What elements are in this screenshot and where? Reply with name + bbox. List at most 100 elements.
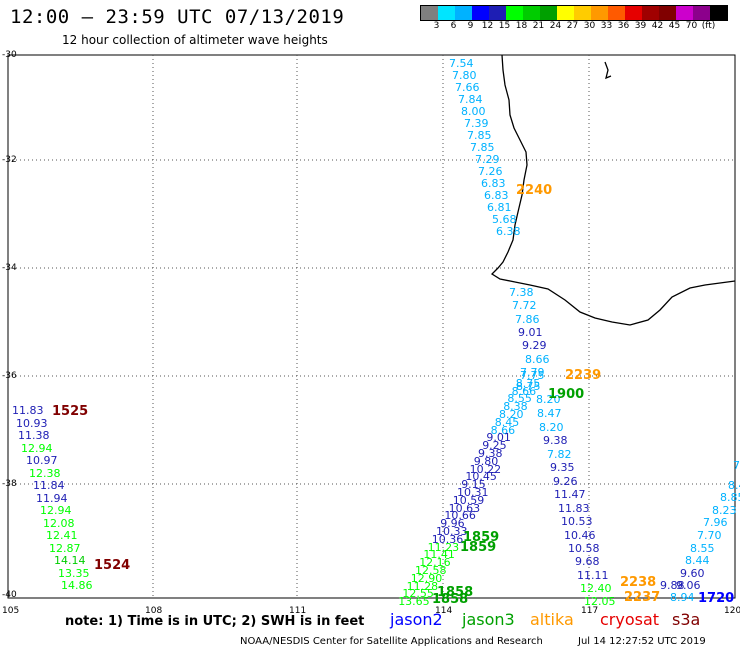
wave-height-value: 9.29 [522,339,547,352]
colorbar-swatch [574,6,591,20]
colorbar-label: 3 [433,21,440,31]
coastline [490,54,736,326]
wave-height-value: 7.38 [509,286,534,299]
colorbar-label: 24 [549,21,562,31]
wave-height-value: 10.45 [465,470,497,484]
wave-height-value: 10.97 [26,454,58,467]
wave-height-value: 10.22 [469,462,502,476]
colorbar-label: 27 [566,21,579,31]
wave-height-value: 12.94 [21,441,53,455]
wave-height-value: 9.38 [478,447,503,460]
colorbar-label: 6 [450,21,457,31]
latitude-label: -38 [2,479,17,489]
longitude-label: 105 [2,606,20,616]
pass-time-label: 2239 [565,368,602,383]
colorbar-label: 21 [532,21,545,31]
wave-height-value: 7.85 [467,129,492,142]
pass-time-label: 1859 [460,540,497,555]
colorbar-swatch [421,6,438,20]
longitude-label: 117 [581,606,599,616]
pass-time-label: 1858 [432,592,469,607]
pass-time-label: 2238 [620,575,657,590]
wave-height-value: 7.29 [475,153,500,166]
colorbar-swatch [506,6,523,20]
wave-height-value: 11.84 [33,479,65,492]
longitude-label: 120 [724,606,740,616]
wave-height-value: 9.96 [440,517,465,531]
colorbar-label: 33 [600,21,613,31]
wave-height-value: 7.26 [478,165,503,178]
wave-height-value: 6.83 [484,189,509,202]
longitude-label: 111 [289,606,307,616]
pass-time-label: 1900 [548,387,585,402]
colorbar-label: 36 [617,21,630,31]
colorbar-swatch [659,6,676,20]
wave-height-value: 12.41 [46,529,78,542]
wave-height-value: 8.4 [728,479,740,492]
wave-height-value: 8.20 [539,421,564,434]
wave-height-value: 12.58 [415,564,447,577]
wave-height-value: 8.23 [712,504,737,517]
wave-height-value: 11.94 [36,491,68,505]
wave-height-value: 8.75 [515,376,541,390]
wave-height-value: 7.75 [520,369,545,382]
wave-height-value: 10.59 [452,493,485,507]
wave-height-value: 8.75 [516,380,541,393]
wave-height-value: 12.94 [40,504,72,517]
map-title: 12:00 – 23:59 UTC 07/13/2019 [10,6,345,28]
wave-height-value: 11.23 [427,540,460,554]
wave-height-value: 8.38 [503,400,528,414]
wave-height-value: 7.39 [464,117,489,130]
wave-height-value: 13.65 [398,595,430,609]
satellite-legend-entry: altika [530,610,574,629]
wave-height-value: 7.79 [520,366,545,379]
colorbar-swatch [540,6,557,20]
colorbar [420,5,728,21]
wave-height-value: 9.06 [676,579,701,592]
pass-time-label: 1859 [463,530,500,545]
wave-height-value: 9.88 [660,579,685,592]
satellite-legend-entry: cryosat [600,610,660,629]
colorbar-swatch [693,6,710,20]
wave-height-value: 8.45 [494,415,520,429]
colorbar-label: 18 [515,21,528,31]
wave-height-value: 9.26 [553,475,578,488]
wave-height-value: 7. [733,459,740,472]
colorbar-swatch [523,6,540,20]
timestamp: Jul 14 12:27:52 UTC 2019 [578,636,706,647]
wave-height-value: 8.20 [536,393,561,406]
wave-height-value: 14.86 [61,579,93,592]
satellite-legend-entry: jason2 [390,610,443,629]
wave-height-value: 14.14 [54,554,86,567]
wave-height-value: 8.66 [511,384,537,398]
colorbar-swatch [438,6,455,20]
wave-height-value: 9.60 [680,567,705,580]
wave-height-value: 10.63 [448,501,481,515]
colorbar-label: (ft) [701,21,716,31]
wave-height-value: 12.87 [49,541,81,555]
wave-height-value: 7.54 [449,57,474,70]
wave-height-value: 10.33 [436,525,468,538]
satellite-legend-entry: s3a [672,610,701,629]
wave-height-value: 8.44 [685,554,710,567]
colorbar-label: 15 [498,21,511,31]
wave-height-value: 7.80 [452,69,477,82]
wave-height-value: 7.84 [458,93,483,106]
pass-time-label: 1858 [437,585,474,600]
latitude-label: -30 [2,50,17,60]
island-coast [604,61,612,80]
wave-height-value: 8.55 [690,542,715,555]
wave-height-value: 12.38 [29,466,61,480]
wave-height-value: 12.90 [410,571,443,585]
graticule [8,55,735,598]
wave-height-value: 9.80 [473,454,499,468]
colorbar-label: 42 [651,21,664,31]
colorbar-label: 12 [481,21,494,31]
pass-time-label: 1525 [52,404,89,419]
latitude-label: -34 [2,263,17,273]
wave-height-value: 6.83 [481,177,506,190]
colorbar-swatch [455,6,472,20]
wave-height-value: 12.40 [580,582,612,595]
satellite-legend-entry: jason3 [462,610,515,629]
